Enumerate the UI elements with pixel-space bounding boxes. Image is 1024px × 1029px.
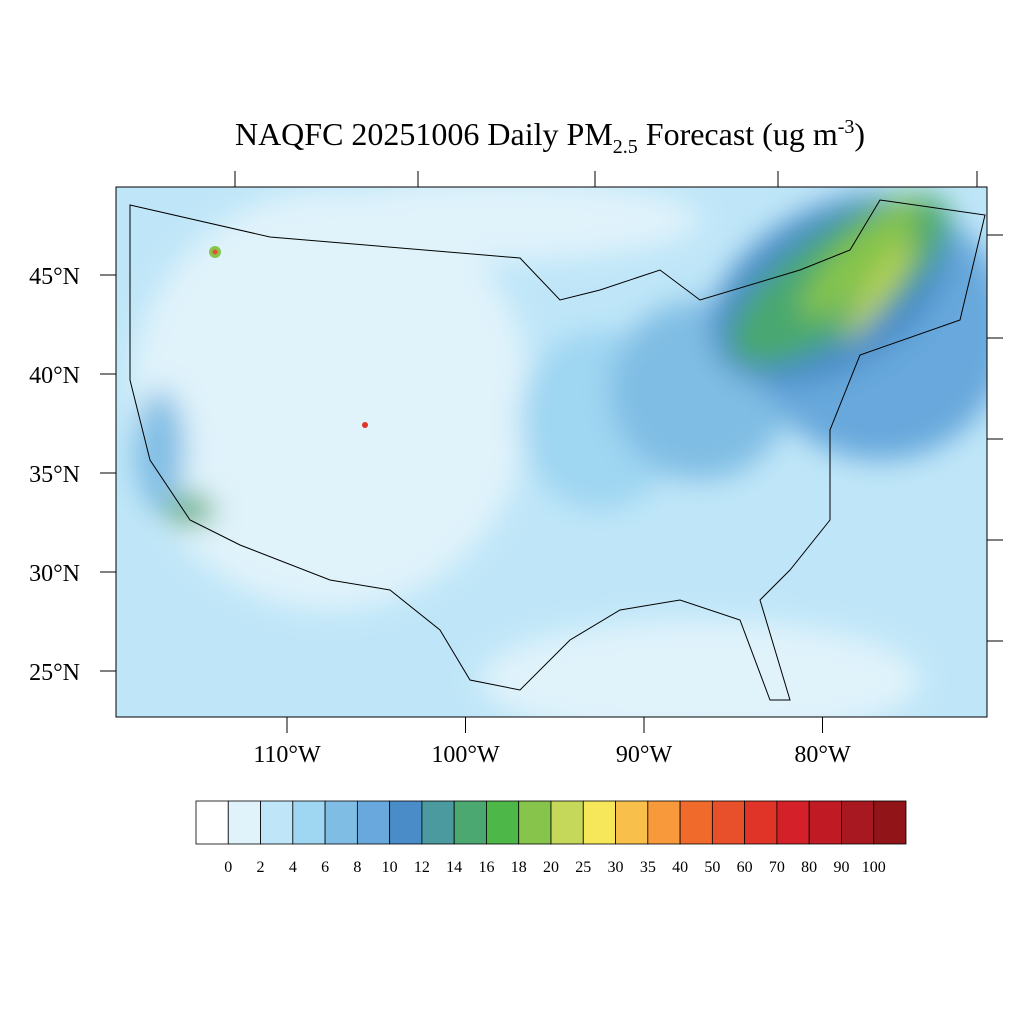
lon-label: 90°W <box>616 742 673 768</box>
colorbar-box <box>841 800 875 845</box>
colorbar-label: 6 <box>321 859 329 876</box>
labels: 45°N 40°N 35°N 30°N 25°N 110°W 100°W 90°W 80°W 0 2… <box>29 264 907 876</box>
colorbar-box <box>324 800 358 845</box>
colorbar-label: 18 <box>511 859 527 876</box>
colorbar-box <box>744 800 778 845</box>
colorbar-label: 12 <box>414 859 430 876</box>
pm-field <box>116 187 987 717</box>
frame-ticks <box>234 171 1003 642</box>
colorbar-box <box>486 800 520 845</box>
title-close: ) <box>854 116 865 152</box>
colorbar-box <box>711 800 746 845</box>
colorbar-box <box>195 800 229 845</box>
lon-label: 100°W <box>431 742 500 768</box>
colorbar-label: 40 <box>672 859 688 876</box>
lat-label: 45°N <box>29 264 80 290</box>
lat-label: 30°N <box>29 561 80 587</box>
colorbar-box <box>292 800 326 845</box>
colorbar-label: 25 <box>575 859 591 876</box>
colorbar-box <box>776 800 810 845</box>
lat-label: 25°N <box>29 660 80 686</box>
title-sub: 2.5 <box>613 136 638 158</box>
colorbar-box <box>518 800 552 845</box>
lon-label: 110°W <box>253 742 321 768</box>
colorbar-label: 90 <box>833 859 849 876</box>
colorbar-box <box>356 800 391 845</box>
colorbar-box <box>550 800 584 845</box>
colorbar-box <box>227 800 261 845</box>
title-sup: -3 <box>838 116 855 138</box>
colorbar-box <box>647 800 681 845</box>
colorbar-box <box>679 800 713 845</box>
colorbar-box <box>615 800 649 845</box>
colorbar-label: 4 <box>289 859 297 876</box>
map-frame <box>115 186 988 718</box>
lat-label: 40°N <box>29 363 80 389</box>
colorbar-label: 60 <box>737 859 753 876</box>
colorbar-label: 100 <box>862 859 886 876</box>
us-outline <box>129 199 986 701</box>
colorbar-label: 0 <box>224 859 232 876</box>
colorbar-box <box>389 800 423 845</box>
colorbar-label: 16 <box>478 859 494 876</box>
lat-label: 35°N <box>29 462 80 488</box>
colorbar-label: 30 <box>608 859 624 876</box>
colorbar-label: 20 <box>543 859 559 876</box>
colorbar-box <box>260 800 294 845</box>
colorbar-label: 70 <box>769 859 785 876</box>
colorbar-label: 2 <box>257 859 265 876</box>
colorbar-box <box>453 800 487 845</box>
map-title: NAQFC 20251006 Daily PM2.5 Forecast (ug … <box>235 116 865 158</box>
colorbar-label: 14 <box>446 859 462 876</box>
colorbar-box <box>582 800 616 845</box>
colorbar-box <box>808 800 842 845</box>
title-rest: Forecast (ug m <box>638 116 838 152</box>
colorbar-label: 8 <box>353 859 361 876</box>
colorbar-label: 50 <box>704 859 720 876</box>
colorbar-label: 10 <box>382 859 398 876</box>
lon-label: 80°W <box>794 742 851 768</box>
colorbar-box <box>421 800 455 845</box>
colorbar-label: 80 <box>801 859 817 876</box>
colorbar-box <box>873 800 907 845</box>
title-main: NAQFC 20251006 Daily PM <box>235 116 613 152</box>
colorbar-label: 35 <box>640 859 656 876</box>
